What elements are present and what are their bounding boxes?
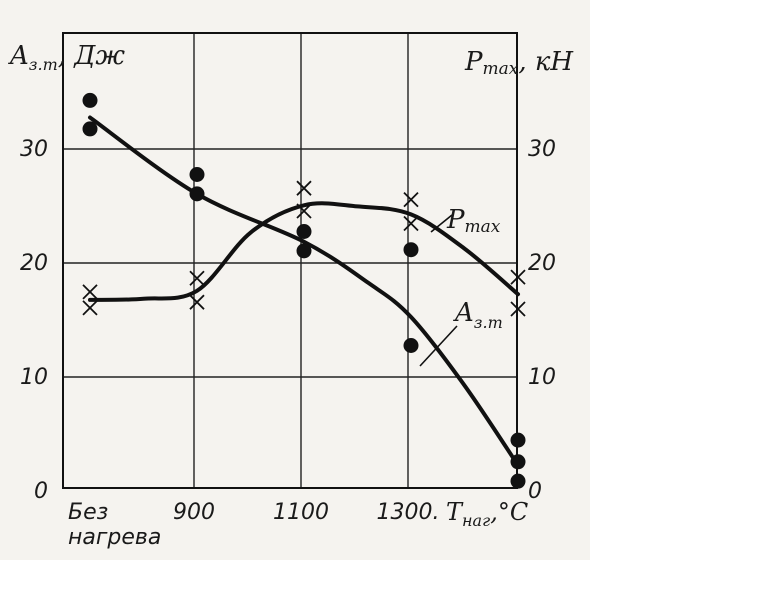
dot-marker-8 (510, 432, 526, 448)
right-axis-label: Pmax, кН (464, 47, 574, 79)
series-curve-1 (88, 201, 520, 302)
dot-marker-10 (510, 473, 526, 489)
data-markers (82, 92, 526, 489)
cross-marker-9 (510, 301, 526, 317)
x-tick-0-1: нагрева (68, 525, 161, 550)
plot-frame (62, 32, 518, 489)
dot-marker-2 (189, 167, 205, 182)
x-tick-2-0: 1100 (273, 500, 329, 525)
cross-marker-8 (510, 269, 526, 285)
azt-series-label: Aз.т (419, 298, 503, 367)
y-tick-right-20: 20 (528, 251, 556, 276)
figure-background (0, 0, 590, 560)
grid (63, 33, 517, 488)
cross-marker-3 (189, 294, 205, 310)
cross-marker-1 (82, 300, 98, 316)
cross-marker-4 (296, 180, 312, 196)
dot-marker-0 (82, 92, 98, 108)
y-tick-right-30: 30 (528, 137, 556, 162)
series-curve-0 (88, 115, 520, 468)
series-curves (88, 115, 520, 468)
svg-text:Pmax: Pmax (446, 205, 501, 237)
dot-marker-3 (189, 186, 205, 202)
y-tick-left-10: 10 (20, 365, 48, 390)
left-axis-label: Aз.т, Дж (8, 41, 125, 74)
x-tick-0-0: Без (68, 500, 108, 525)
y-tick-right-10: 10 (528, 365, 556, 390)
x-axis-label: Tнаг,°С (446, 498, 528, 530)
cross-marker-6 (403, 191, 419, 208)
dot-marker-1 (82, 121, 98, 137)
cross-marker-2 (189, 270, 205, 286)
dot-marker-7 (403, 338, 419, 353)
y-tick-left-0: 0 (34, 479, 48, 504)
cross-marker-7 (403, 215, 419, 232)
dot-marker-4 (296, 224, 312, 239)
y-tick-right-0: 0 (528, 479, 542, 504)
dot-marker-6 (403, 242, 419, 258)
x-tick-1-0: 900 (173, 500, 215, 525)
x-tick-3-0: 1300. (377, 500, 440, 525)
cross-marker-0 (82, 284, 98, 300)
cross-marker-5 (296, 203, 312, 219)
y-tick-left-30: 30 (20, 137, 48, 162)
dot-marker-9 (510, 454, 526, 470)
pmax-series-label: Pmax (430, 205, 501, 237)
dot-marker-5 (296, 243, 312, 259)
svg-text:Aз.т: Aз.т (453, 298, 503, 332)
y-tick-left-20: 20 (20, 251, 48, 276)
